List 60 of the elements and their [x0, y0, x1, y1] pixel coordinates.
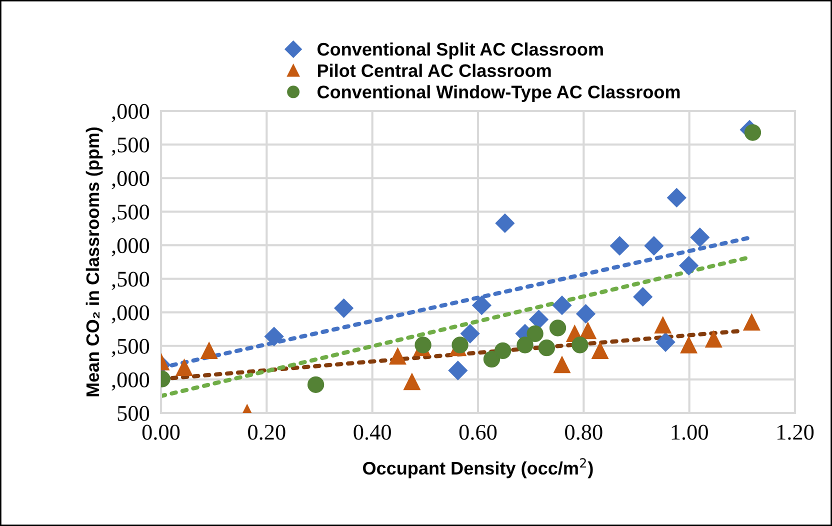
point — [610, 236, 630, 256]
text: ,000 — [112, 238, 150, 256]
point — [743, 314, 760, 331]
x-tick-label: 0.40 — [354, 424, 391, 440]
point — [472, 296, 492, 315]
point — [495, 214, 514, 233]
legend-label: Conventional Window-Type AC Classroom — [318, 85, 680, 102]
point — [452, 336, 468, 354]
point — [576, 304, 596, 324]
text: ,500 — [112, 338, 150, 358]
point — [633, 287, 652, 306]
point — [679, 256, 698, 276]
point — [448, 360, 468, 380]
point — [554, 356, 570, 374]
point — [264, 326, 284, 346]
text: ,500 — [112, 137, 150, 156]
point — [690, 228, 710, 247]
legend-label: Pilot Central AC Classroom — [318, 64, 551, 78]
x-tick-label: 0.60 — [459, 424, 497, 440]
point — [404, 374, 420, 390]
x-tick-label: 0.00 — [142, 424, 180, 440]
text: ,000 — [112, 372, 150, 391]
point — [389, 348, 406, 365]
point — [656, 332, 676, 352]
point — [705, 331, 722, 348]
point — [580, 322, 596, 340]
point — [176, 359, 193, 376]
point — [538, 340, 556, 356]
legend-label: Conventional Split AC Classroom — [318, 42, 603, 60]
point — [549, 320, 566, 336]
point — [592, 342, 608, 360]
point — [680, 336, 698, 354]
point — [516, 336, 534, 354]
point — [654, 316, 672, 334]
x-tick-label: 1.20 — [778, 424, 814, 440]
point — [526, 325, 544, 342]
y-axis-title: Mean CO₂ in Classrooms (ppm) — [86, 127, 103, 396]
text: ,500 — [112, 272, 150, 290]
text: ,000 — [112, 171, 150, 190]
x-axis-title: Occupant Density (occ/m$^{2}$) — [363, 458, 593, 478]
text: 500 — [118, 406, 150, 421]
point — [483, 350, 500, 368]
point — [529, 310, 548, 330]
point — [414, 336, 432, 354]
point — [334, 298, 354, 318]
text: ,000 — [112, 104, 150, 122]
x-tick-label: 1.00 — [672, 424, 708, 440]
text: ,500 — [112, 204, 150, 223]
point — [494, 342, 512, 360]
text: ,000 — [112, 305, 150, 324]
point — [667, 188, 686, 208]
point — [307, 376, 324, 394]
point — [460, 324, 480, 344]
x-tick-label: 0.80 — [565, 424, 602, 440]
point — [572, 336, 588, 354]
point — [644, 236, 664, 256]
point — [200, 342, 218, 360]
point — [552, 296, 572, 315]
point — [744, 124, 762, 141]
x-tick-label: 0.20 — [248, 424, 286, 440]
